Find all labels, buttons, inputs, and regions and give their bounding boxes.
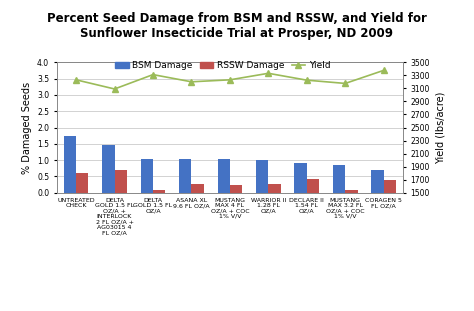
Yield [227, 78, 233, 82]
Bar [102, 146, 115, 193]
Yield [73, 78, 79, 82]
Bar [371, 170, 383, 193]
Y-axis label: % Damaged Seeds: % Damaged Seeds [21, 81, 32, 174]
Bar [191, 184, 204, 193]
Bar [256, 160, 268, 193]
Bar [153, 189, 165, 193]
Y-axis label: Yield (lbs/acre): Yield (lbs/acre) [436, 91, 446, 164]
Yield [112, 87, 118, 91]
Bar [115, 170, 127, 193]
Yield [150, 73, 156, 77]
Bar [64, 136, 76, 193]
Bar [307, 179, 319, 193]
Text: Percent Seed Damage from BSM and RSSW, and Yield for
Sunflower Insecticide Trial: Percent Seed Damage from BSM and RSSW, a… [47, 12, 427, 40]
Bar [333, 165, 345, 193]
Bar [383, 180, 396, 193]
Yield [265, 72, 271, 75]
Yield [189, 80, 194, 84]
Yield [304, 78, 310, 82]
Bar [230, 185, 242, 193]
Bar [294, 163, 307, 193]
Bar [141, 159, 153, 193]
Line: Yield: Yield [73, 67, 386, 92]
Bar [345, 189, 357, 193]
Yield [342, 81, 348, 85]
Bar [76, 173, 89, 193]
Yield [381, 68, 386, 72]
Legend: BSM Damage, RSSW Damage, Yield: BSM Damage, RSSW Damage, Yield [111, 58, 334, 74]
Bar [179, 159, 191, 193]
Bar [268, 184, 281, 193]
Bar [218, 159, 230, 193]
